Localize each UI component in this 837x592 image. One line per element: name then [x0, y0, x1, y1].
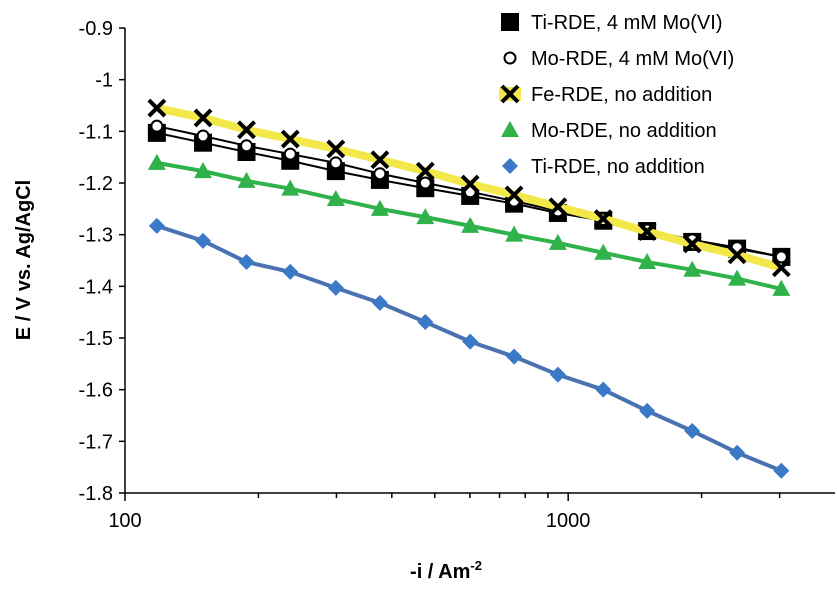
marker [502, 158, 518, 174]
marker [237, 120, 256, 140]
marker [504, 185, 524, 205]
marker [193, 108, 213, 128]
series [147, 98, 791, 278]
marker [415, 161, 435, 181]
legend-label: Mo-RDE, no addition [531, 120, 717, 142]
marker [501, 121, 519, 137]
x-axis-label: -i / Am-2 [410, 558, 482, 583]
marker [637, 222, 657, 241]
marker [147, 153, 166, 170]
marker [418, 176, 432, 190]
y-tick-label: -1.2 [79, 173, 113, 195]
legend-label: Ti-RDE, 4 mM Mo(VI) [531, 12, 722, 34]
marker [326, 139, 346, 159]
y-tick-label: -1.6 [79, 380, 113, 402]
x-tick-label: 100 [108, 510, 141, 532]
marker [771, 258, 791, 278]
x-tick-label: 1000 [546, 510, 591, 532]
marker [549, 366, 566, 383]
marker [327, 279, 344, 296]
y-tick-label: -1.5 [79, 328, 113, 350]
marker [238, 254, 255, 271]
legend-label: Mo-RDE, 4 mM Mo(VI) [531, 48, 734, 70]
x-axis-label-sup: -2 [470, 558, 482, 573]
marker [240, 139, 254, 153]
marker [460, 174, 480, 194]
marker [593, 209, 613, 229]
marker [682, 234, 702, 254]
marker [683, 260, 702, 277]
legend-label: Fe-RDE, no addition [531, 84, 712, 106]
y-tick-label: -1.3 [79, 225, 113, 247]
marker [280, 129, 300, 149]
legend-entry: Ti-RDE, no addition [502, 156, 705, 178]
marker [772, 279, 791, 296]
marker [595, 381, 612, 398]
y-tick-label: -1.8 [79, 483, 113, 505]
marker [329, 156, 343, 170]
marker [774, 250, 788, 264]
marker [727, 245, 747, 265]
marker [194, 162, 213, 179]
marker [196, 129, 210, 143]
marker [148, 217, 165, 234]
y-tick-label: -1.7 [79, 431, 113, 453]
y-tick-label: -1 [95, 70, 113, 92]
marker [326, 190, 345, 207]
marker [281, 179, 300, 196]
marker [462, 333, 479, 350]
marker [461, 216, 480, 233]
marker [282, 263, 299, 280]
marker [594, 243, 613, 260]
y-axis-label: E / V vs. Ag/AgCl [13, 180, 35, 340]
legend-entry: Mo-RDE, 4 mM Mo(VI) [503, 48, 734, 70]
marker [501, 13, 519, 31]
marker [684, 423, 701, 439]
marker [370, 199, 389, 216]
y-tick-label: -1.4 [79, 276, 113, 298]
x-axis-label-text: -i / Am [410, 561, 470, 583]
marker [506, 348, 523, 365]
marker [371, 294, 388, 311]
marker [548, 233, 567, 250]
marker [638, 253, 657, 270]
marker [505, 225, 524, 242]
legend-label: Ti-RDE, no addition [531, 156, 705, 178]
y-tick-label: -0.9 [79, 18, 113, 40]
series [147, 153, 791, 296]
marker [729, 444, 746, 461]
marker [500, 84, 520, 104]
legend-entry: Fe-RDE, no addition [499, 84, 712, 106]
marker [195, 232, 212, 249]
marker [373, 167, 387, 181]
marker [150, 119, 164, 133]
marker [417, 313, 434, 330]
marker [503, 51, 517, 65]
marker [773, 462, 790, 479]
y-tick-label: -1.1 [79, 121, 113, 143]
marker [548, 197, 568, 217]
marker [147, 98, 167, 118]
legend-entry: Mo-RDE, no addition [501, 120, 717, 142]
marker [283, 147, 297, 161]
marker [639, 402, 656, 419]
series [148, 217, 790, 479]
marker [237, 171, 256, 188]
marker [370, 150, 390, 170]
marker [416, 208, 435, 225]
marker [728, 269, 747, 286]
legend-entry: Ti-RDE, 4 mM Mo(VI) [501, 12, 722, 34]
